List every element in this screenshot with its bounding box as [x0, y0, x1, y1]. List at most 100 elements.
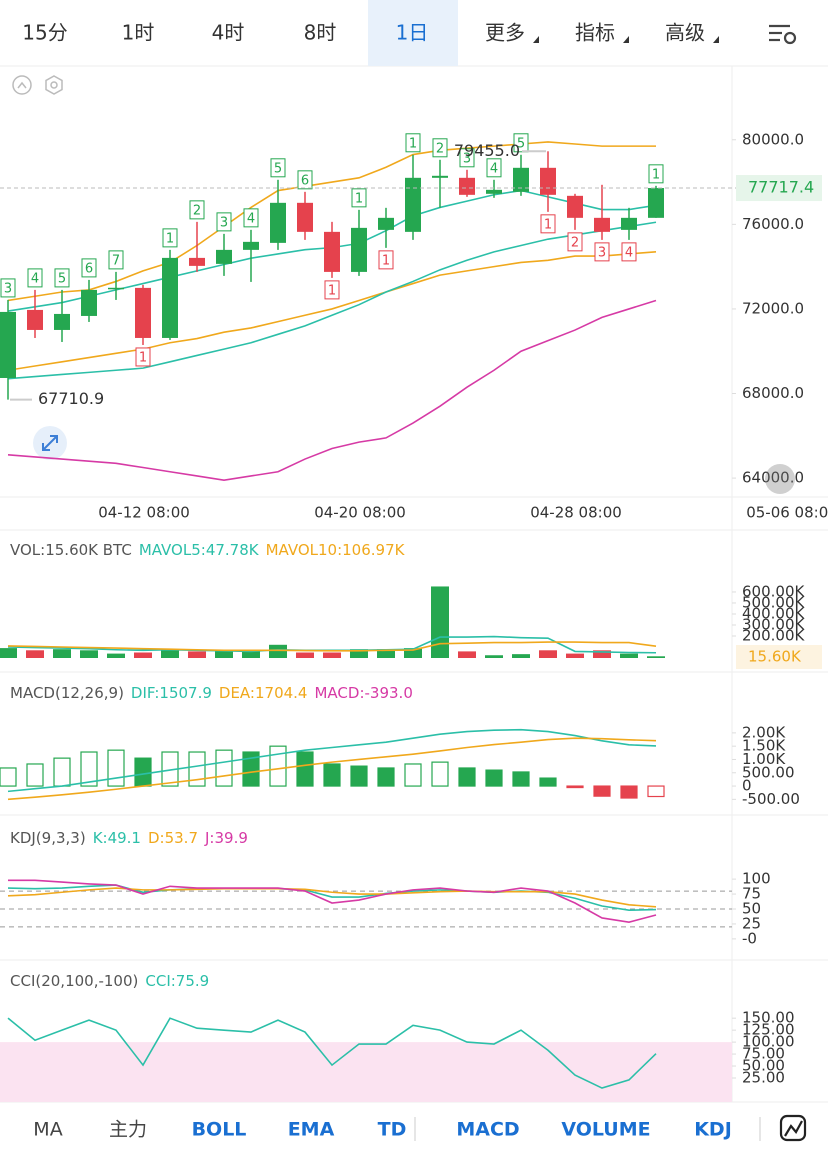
volume-bar	[350, 649, 368, 658]
max-label: 79455.0	[454, 141, 520, 160]
y-tick-label: 100.00	[742, 1033, 795, 1051]
pane-cci	[0, 1017, 732, 1102]
y-tick-label: 150.00	[742, 1009, 795, 1027]
y-tick-label: 64000.0	[742, 469, 804, 487]
td-marker: 2	[571, 235, 579, 250]
td-marker: 3	[463, 151, 471, 166]
legend-item: CCI:75.9	[145, 972, 209, 990]
macd-bar	[80, 751, 98, 787]
chart-tools[interactable]	[12, 75, 63, 95]
td-marker: 1	[382, 253, 390, 268]
candle-body	[297, 202, 313, 232]
indicator-tab[interactable]: MACD	[456, 1119, 519, 1141]
td-marker-box	[378, 250, 394, 270]
indicator-line	[7, 299, 657, 482]
timeframe-tab[interactable]: 15分	[22, 21, 67, 45]
y-tick-label: 0	[742, 777, 752, 795]
y-tick-label: 2.00K	[742, 723, 786, 741]
macd-bar	[350, 765, 368, 787]
candle-body	[594, 217, 610, 232]
indicator-tab[interactable]: KDJ	[694, 1119, 732, 1141]
indicator-line	[7, 1017, 657, 1089]
expand-button[interactable]	[33, 426, 67, 460]
macd-bar	[215, 749, 233, 787]
volume-bar	[53, 649, 71, 658]
td-marker: 1	[139, 350, 147, 365]
timeframe-tab[interactable]: 4时	[212, 21, 245, 45]
last-price-label: 77717.4	[748, 178, 814, 197]
x-tick-label: 04-28 08:00	[530, 504, 622, 522]
last-price-box	[736, 175, 822, 202]
candle-body	[378, 217, 394, 230]
timeframe-tab[interactable]: 1日	[396, 21, 429, 45]
candle-body	[405, 177, 421, 232]
pane-kdj	[0, 879, 732, 928]
td-marker-box	[432, 138, 448, 158]
indicator-legend: VOL:15.60K BTC MAVOL5:47.78K MAVOL10:106.9…	[10, 541, 406, 559]
indicator-line	[7, 251, 657, 372]
macd-bar	[26, 763, 44, 787]
volume-bar	[647, 656, 665, 658]
legend-item: KDJ(9,3,3)	[10, 829, 86, 847]
td-marker-box	[567, 232, 583, 252]
volume-bar	[485, 655, 503, 658]
indicator-tab[interactable]: TD	[378, 1119, 407, 1141]
td-marker: 5	[274, 161, 282, 176]
indicator-tab[interactable]: BOLL	[192, 1119, 247, 1141]
pane-candlestick: 3 4 5 6 7 1 2 3 4 5 6 1 1 2 3 4 5 1 1 1 1 1 2 3 4	[0, 133, 664, 482]
timeframe-tab[interactable]: 8时	[304, 21, 337, 45]
y-tick-label: 1.00K	[742, 750, 786, 768]
y-tick-label: -500.00	[742, 790, 800, 808]
volume-bar	[377, 649, 395, 658]
indicator-tab[interactable]: MA	[33, 1119, 62, 1141]
macd-bar	[134, 757, 152, 787]
candle-body	[81, 289, 97, 316]
volume-bar	[188, 651, 206, 658]
candle-body	[324, 231, 340, 272]
y-tick-label: 50	[742, 899, 761, 917]
td-marker-box	[189, 200, 205, 220]
y-tick-label: 76000.0	[742, 215, 804, 233]
macd-bar	[593, 785, 611, 797]
timeframe-tab[interactable]: 指标	[575, 21, 615, 45]
timeframe-tab[interactable]: 更多	[485, 21, 525, 45]
y-tick-label: 75	[742, 885, 761, 903]
candle-body	[27, 309, 43, 330]
td-marker: 1	[166, 231, 174, 246]
candle-body	[432, 175, 448, 178]
td-marker: 3	[220, 215, 228, 230]
pane-macd	[0, 728, 665, 801]
candle-body	[648, 188, 664, 218]
x-tick-label: 04-20 08:00	[314, 504, 406, 522]
candle-body	[540, 167, 556, 195]
td-marker: 1	[328, 283, 336, 298]
indicator-tab[interactable]: EMA	[288, 1119, 335, 1141]
macd-bar	[323, 763, 341, 787]
indicator-legend: KDJ(9,3,3) K:49.1 D:53.7 J:39.9	[10, 829, 248, 847]
timeframe-tab[interactable]: 1时	[122, 21, 155, 45]
indicator-tab[interactable]: VOLUME	[561, 1119, 650, 1141]
td-marker-box	[54, 268, 70, 288]
y-tick-label: 300.00K	[742, 615, 805, 633]
td-marker-box	[27, 268, 43, 288]
macd-bar	[242, 751, 260, 787]
macd-bar	[107, 749, 125, 787]
td-marker: 5	[58, 271, 66, 286]
td-marker-box	[297, 170, 313, 190]
y-tick-label: 500.00K	[742, 593, 805, 611]
draw-tool-icon[interactable]	[779, 1114, 807, 1142]
macd-bar	[566, 785, 584, 789]
volume-bar	[107, 653, 125, 658]
candle-body	[108, 287, 124, 290]
candle-body	[459, 177, 475, 195]
settings-icon[interactable]	[769, 24, 797, 45]
volume-bar	[134, 652, 152, 658]
volume-bar	[323, 652, 341, 658]
volume-bar	[566, 653, 584, 658]
indicator-tab[interactable]: 主力	[109, 1119, 147, 1141]
td-marker-box	[135, 347, 151, 367]
td-marker-box	[405, 133, 421, 153]
td-marker-box	[513, 133, 529, 153]
timeframe-tab[interactable]: 高级	[665, 21, 705, 45]
td-marker: 4	[31, 271, 39, 286]
